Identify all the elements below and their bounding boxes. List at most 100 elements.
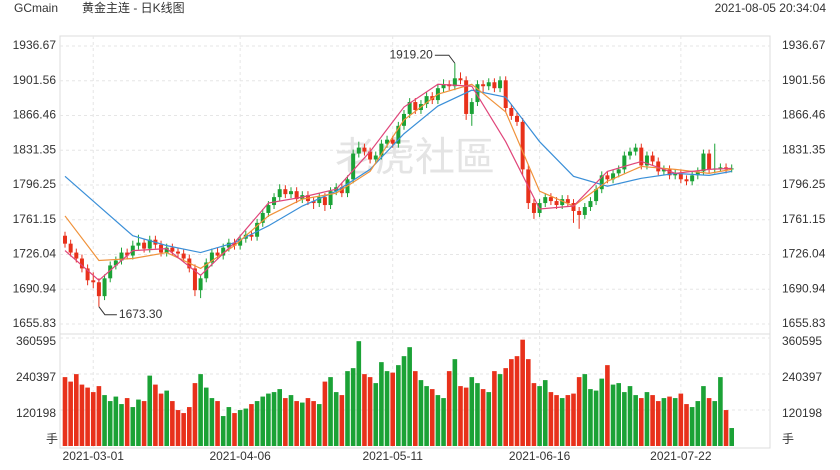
volume-bar — [486, 392, 492, 446]
candle-body — [119, 252, 124, 261]
volume-bar — [492, 371, 497, 446]
volume-bar — [266, 393, 271, 446]
y-tick-label: 120198 — [16, 406, 56, 420]
candle-body — [503, 80, 508, 109]
candle-body — [690, 175, 695, 182]
candle-body — [492, 82, 497, 89]
y-tick-label: 1726.04 — [13, 247, 57, 261]
candle-body — [560, 199, 565, 206]
volume-bar — [187, 407, 192, 446]
volume-bar — [497, 374, 503, 446]
candle-body — [317, 197, 322, 204]
volume-bar — [559, 398, 565, 446]
volume-bar — [333, 392, 339, 446]
candle-body — [667, 169, 672, 176]
volume-bar — [356, 341, 362, 446]
x-tick-label: 2021-06-16 — [509, 449, 571, 463]
y-tick-label: 1901.56 — [782, 73, 826, 87]
candle-body — [577, 210, 582, 215]
volume-bar — [689, 407, 695, 446]
candle-body — [209, 252, 214, 263]
volume-bar — [220, 416, 226, 446]
y-tick-label: 1796.25 — [13, 177, 57, 191]
volume-bar — [633, 395, 638, 446]
volume-bar — [576, 377, 582, 446]
candle-body — [452, 78, 457, 87]
volume-bar — [446, 371, 452, 446]
volume-bar — [79, 384, 85, 446]
volume-bar — [639, 398, 644, 446]
candle-body — [85, 268, 90, 281]
candle-body — [565, 199, 570, 204]
x-tick-label: 2021-04-06 — [209, 449, 271, 463]
candle-body — [226, 242, 231, 248]
volume-bar — [593, 390, 599, 446]
volume-bar — [650, 395, 655, 446]
volume-bar — [531, 383, 537, 446]
candle-body — [192, 268, 197, 291]
candle-body — [289, 191, 293, 195]
volume-bar — [283, 398, 288, 446]
y-tick-label: 120198 — [782, 406, 822, 420]
candle-body — [548, 197, 553, 202]
candle-body — [656, 161, 661, 172]
y-tick-label: 1690.94 — [13, 281, 57, 295]
volume-bar — [605, 365, 610, 446]
volume-bar — [305, 398, 311, 446]
candle-body — [599, 175, 604, 190]
volume-bar — [226, 407, 232, 446]
volume-bar — [627, 386, 633, 446]
candle-body — [531, 203, 536, 213]
candle-body — [362, 147, 367, 152]
volume-bar — [322, 381, 328, 446]
volume-bar — [181, 413, 186, 446]
volume-bar — [475, 383, 480, 446]
volume-bar — [480, 389, 486, 446]
volume-bar — [672, 398, 678, 446]
candle-body — [650, 155, 655, 162]
volume-bar — [373, 383, 379, 446]
candle-body — [136, 242, 141, 246]
volume-bar — [526, 359, 531, 446]
candle-body — [515, 115, 519, 122]
volume-bar — [548, 392, 554, 446]
volume-bar — [616, 383, 621, 446]
x-tick-label: 2021-05-11 — [362, 449, 423, 463]
candle-body — [673, 173, 678, 176]
candle-body — [277, 189, 282, 198]
candle-body — [622, 155, 627, 170]
volume-bar — [113, 396, 119, 446]
volume-bar — [429, 389, 435, 446]
candle-body — [96, 282, 101, 297]
volume-bar — [413, 371, 418, 446]
candle-body — [74, 252, 79, 259]
annotation-leader — [98, 306, 117, 316]
candle-body — [176, 251, 180, 254]
timestamp: 2021-08-05 20:34:04 — [715, 1, 827, 15]
candle-body — [481, 84, 486, 87]
candle-body — [605, 175, 610, 180]
y-tick-label: 1866.46 — [13, 108, 57, 122]
volume-bar — [463, 387, 469, 446]
volume-bar — [237, 410, 243, 446]
volume-bar — [718, 377, 723, 446]
candle-body — [594, 189, 599, 202]
y-tick-label: 1901.56 — [13, 73, 57, 87]
volume-bar — [571, 393, 576, 446]
candle-body — [543, 197, 548, 204]
candle-body — [294, 191, 299, 200]
candle-body — [255, 222, 260, 237]
candle-body — [707, 153, 712, 170]
candle-body — [249, 234, 254, 237]
volume-bar — [254, 401, 260, 446]
volume-bar — [401, 356, 407, 446]
candle-body — [147, 239, 152, 249]
candle-body — [91, 280, 96, 283]
candle-body — [125, 252, 130, 256]
candle-body — [68, 243, 73, 253]
candle-body — [475, 84, 480, 103]
y-tick-label: 240397 — [16, 370, 56, 384]
volume-bar — [215, 401, 220, 446]
volume-bar — [249, 404, 254, 446]
volume-bar — [158, 393, 164, 446]
